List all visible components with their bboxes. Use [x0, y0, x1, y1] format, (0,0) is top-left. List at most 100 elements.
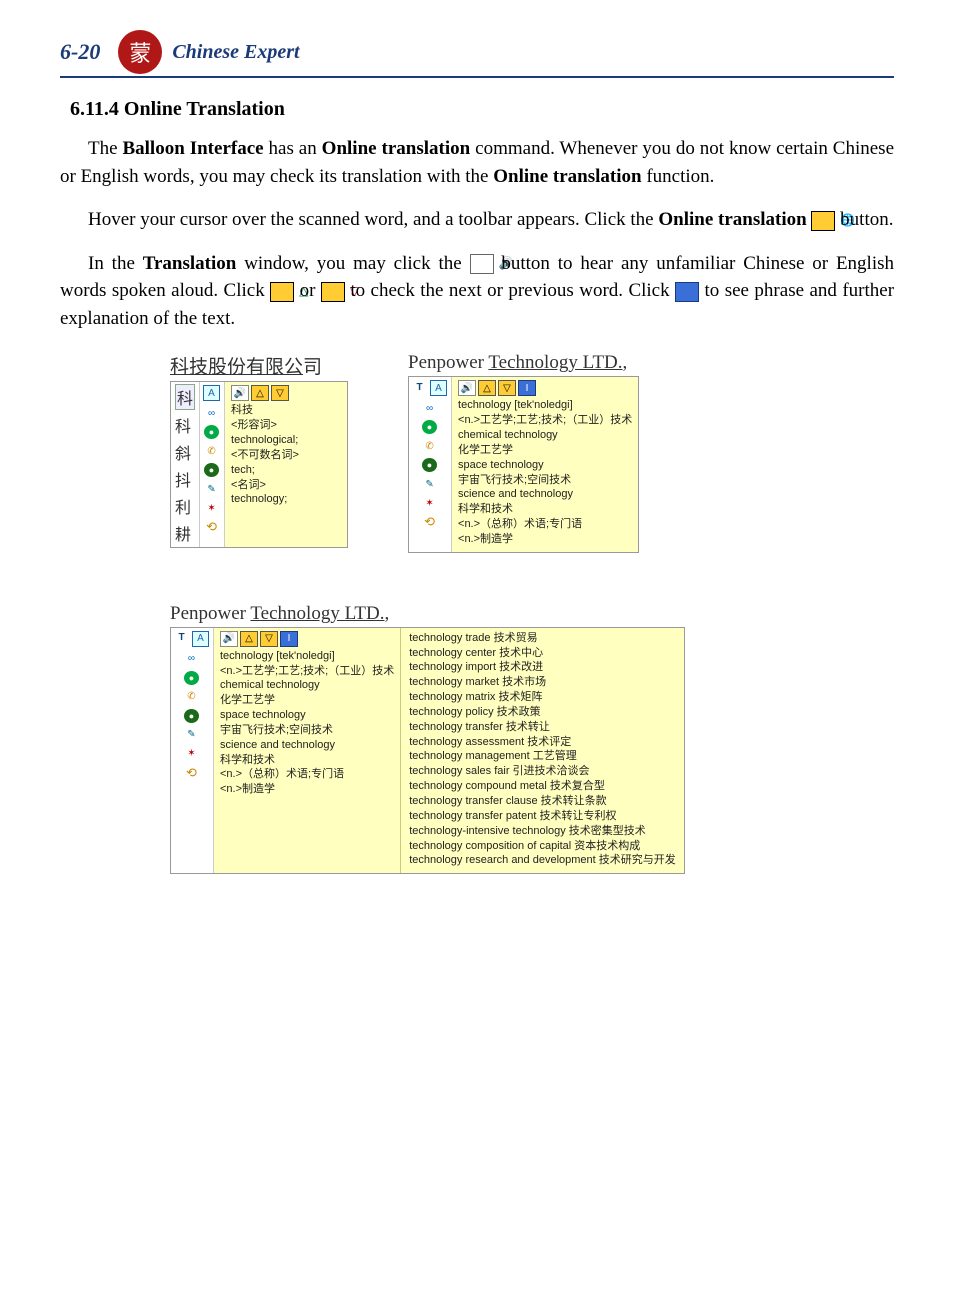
top-icon-row: 🔊 △ ▽: [231, 385, 341, 401]
figure-1-title: 科技股份有限公司: [170, 352, 348, 379]
phrase-line: technology compound metal 技术复合型: [409, 779, 676, 794]
style-a-icon[interactable]: A: [430, 380, 447, 396]
phrase-list-pane: technology trade 技术贸易 technology center …: [400, 628, 684, 874]
text: In the: [88, 253, 143, 274]
prev-icon[interactable]: △: [478, 380, 496, 396]
def-line: 宇宙飞行技术;空间技术: [458, 473, 632, 488]
letter-t-icon[interactable]: T: [174, 631, 189, 645]
text: ,: [385, 603, 390, 624]
candidate-char[interactable]: 耕: [175, 521, 195, 545]
scanned-text: Technology LTD.: [250, 603, 384, 624]
definition-pane: 🔊 △ ▽ 科技 <形容词> technological; <不可数名词> te…: [225, 382, 347, 547]
def-line: 科学和技术: [220, 753, 394, 768]
definition-pane: 🔊 △ ▽ I technology [tek'noledgi] <n.>工艺学…: [214, 628, 400, 874]
next-icon[interactable]: ▽: [271, 385, 289, 401]
page-header: 6-20 蒙 Chinese Expert: [60, 30, 894, 78]
figure-3: Penpower Technology LTD., T A ∞ ● ✆ ● ✎ …: [170, 603, 685, 875]
note-icon[interactable]: ✎: [422, 477, 437, 491]
next-word-icon[interactable]: [321, 282, 345, 302]
globe-icon[interactable]: ●: [184, 671, 199, 685]
note-icon[interactable]: ✎: [184, 728, 199, 742]
phrase-line: technology center 技术中心: [409, 646, 676, 661]
candidate-char[interactable]: 科: [175, 384, 195, 410]
speaker-icon[interactable]: 🔊: [470, 254, 494, 274]
candidate-char[interactable]: 科: [175, 413, 195, 437]
hint-icon[interactable]: ●: [422, 458, 437, 472]
def-line: 科学和技术: [458, 502, 632, 517]
speak-icon[interactable]: 🔊: [458, 380, 476, 396]
def-line: <n.>制造学: [458, 532, 632, 547]
def-line: <形容词>: [231, 418, 341, 433]
text: The: [88, 138, 122, 159]
candidate-char[interactable]: 利: [175, 494, 195, 518]
letter-t-icon[interactable]: T: [412, 380, 427, 394]
phrase-line: technology assessment 技术评定: [409, 735, 676, 750]
audio-icon[interactable]: ✆: [422, 439, 437, 453]
def-line: <n.>（总称）术语;专门语: [220, 767, 394, 782]
collapse-icon[interactable]: I: [280, 631, 298, 647]
text: window, you may click the: [236, 253, 469, 274]
text: button.: [840, 209, 893, 230]
candidate-char[interactable]: 斜: [175, 440, 195, 464]
audio-icon[interactable]: ✆: [184, 690, 199, 704]
back-icon[interactable]: ⟲: [184, 766, 199, 780]
globe-icon[interactable]: ●: [422, 420, 437, 434]
style-a-icon[interactable]: A: [192, 631, 209, 647]
figure-2-title: Penpower Technology LTD.,: [408, 352, 639, 374]
paragraph-2: Hover your cursor over the scanned word,…: [60, 206, 894, 234]
def-line: <不可数名词>: [231, 448, 341, 463]
page-number: 6-20: [60, 39, 100, 65]
text: ,: [623, 352, 628, 373]
phrase-line: technology sales fair 引进技术洽谈会: [409, 764, 676, 779]
previous-word-icon[interactable]: [270, 282, 294, 302]
link-icon[interactable]: ∞: [204, 406, 219, 420]
def-line: science and technology: [458, 487, 632, 502]
def-line: 宇宙飞行技术;空间技术: [220, 723, 394, 738]
text: 司: [303, 357, 322, 378]
def-line: <名词>: [231, 478, 341, 493]
phrase-line: technology composition of capital 资本技术构成: [409, 839, 676, 854]
translation-popup-1: 科 科 斜 抖 利 耕 A ∞ ● ✆ ● ✎ ✶ ⟲: [170, 381, 348, 548]
term-online-translation: Online translation: [322, 138, 471, 159]
link-icon[interactable]: ∞: [422, 401, 437, 415]
speak-icon[interactable]: 🔊: [231, 385, 249, 401]
mark-icon[interactable]: ✶: [422, 496, 437, 510]
next-icon[interactable]: ▽: [498, 380, 516, 396]
def-line: technological;: [231, 433, 341, 448]
translation-popup-3: T A ∞ ● ✆ ● ✎ ✶ ⟲ 🔊 △ ▽ I: [170, 627, 685, 875]
def-line: <n.>工艺学;工艺;技术;（工业）技术: [220, 664, 394, 679]
online-translation-icon[interactable]: 🌐: [811, 211, 835, 231]
mark-icon[interactable]: ✶: [184, 747, 199, 761]
phrase-line: technology research and development 技术研究…: [409, 853, 676, 868]
headword: 科技: [231, 403, 341, 418]
term-translation: Translation: [143, 253, 237, 274]
note-icon[interactable]: ✎: [204, 482, 219, 496]
next-icon[interactable]: ▽: [260, 631, 278, 647]
text: has an: [264, 138, 322, 159]
expand-icon[interactable]: I: [518, 380, 536, 396]
style-a-icon[interactable]: A: [203, 385, 220, 401]
back-icon[interactable]: ⟲: [422, 515, 437, 529]
candidate-column: 科 科 斜 抖 利 耕: [171, 382, 200, 547]
audio-icon[interactable]: ✆: [204, 444, 219, 458]
candidate-char[interactable]: 抖: [175, 467, 195, 491]
def-line: chemical technology: [220, 678, 394, 693]
globe-icon[interactable]: ●: [204, 425, 219, 439]
def-line: space technology: [220, 708, 394, 723]
definition-pane: 🔊 △ ▽ I technology [tek'noledgi] <n.>工艺学…: [452, 377, 638, 551]
expand-phrase-icon[interactable]: I: [675, 282, 699, 302]
phrase-line: technology market 技术市场: [409, 675, 676, 690]
phrase-line: technology policy 技术政策: [409, 705, 676, 720]
prev-icon[interactable]: △: [240, 631, 258, 647]
def-line: 化学工艺学: [220, 693, 394, 708]
paragraph-1: The Balloon Interface has an Online tran…: [60, 135, 894, 190]
def-line: 化学工艺学: [458, 443, 632, 458]
hint-icon[interactable]: ●: [204, 463, 219, 477]
prev-icon[interactable]: △: [251, 385, 269, 401]
phrase-line: technology-intensive technology 技术密集型技术: [409, 824, 676, 839]
mark-icon[interactable]: ✶: [204, 501, 219, 515]
speak-icon[interactable]: 🔊: [220, 631, 238, 647]
back-icon[interactable]: ⟲: [204, 520, 219, 534]
hint-icon[interactable]: ●: [184, 709, 199, 723]
link-icon[interactable]: ∞: [184, 652, 199, 666]
